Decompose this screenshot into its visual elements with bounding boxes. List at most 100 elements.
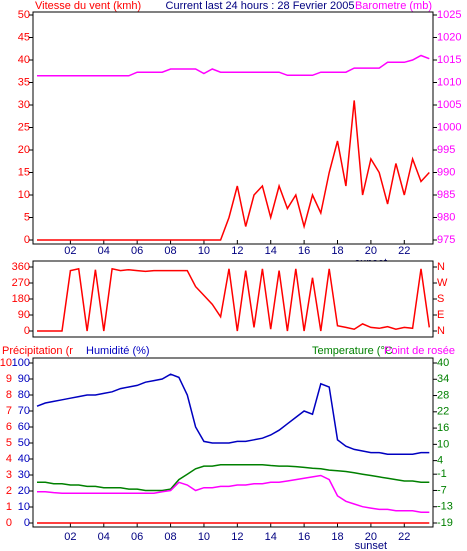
y-tick-label: 60 bbox=[18, 421, 30, 433]
x-tick-label: 18 bbox=[331, 531, 343, 543]
y2-tick-label: 990 bbox=[437, 166, 455, 178]
y2-tick-label: S bbox=[437, 293, 444, 305]
y-tick-label: 30 bbox=[18, 469, 30, 481]
y-tick-label: 15 bbox=[18, 166, 30, 178]
y-tick-label: 360 bbox=[12, 261, 30, 273]
series-label: Vitesse du vent (kmh) bbox=[35, 0, 141, 12]
y2-tick-label: N bbox=[437, 261, 445, 273]
y-tick-label: 0 bbox=[24, 517, 30, 529]
y2-tick-label: 1015 bbox=[437, 54, 461, 66]
y2-tick-label: 22 bbox=[437, 406, 449, 418]
y2-tick-label: 980 bbox=[437, 211, 455, 223]
chart-title: Current last 24 hours : 28 Fevrier 2005 bbox=[166, 0, 355, 12]
y3-tick-label: 7 bbox=[6, 405, 12, 417]
annotation: sunset bbox=[355, 540, 387, 551]
y2-tick-label: 995 bbox=[437, 144, 455, 156]
y2-tick-label: 16 bbox=[437, 422, 449, 434]
y3-tick-label: 2 bbox=[6, 485, 12, 497]
x-tick-label: 22 bbox=[398, 245, 410, 257]
series-label: Humidité (%) bbox=[86, 345, 150, 357]
y-tick-label: 0 bbox=[24, 234, 30, 246]
y2-tick-label: 4 bbox=[437, 455, 443, 467]
x-tick-label: 10 bbox=[198, 245, 210, 257]
y-tick-label: 35 bbox=[18, 76, 30, 88]
y2-tick-label: W bbox=[437, 277, 448, 289]
series-line bbox=[37, 267, 431, 332]
series-label: Point de rosée bbox=[384, 345, 455, 357]
y-tick-label: 50 bbox=[18, 437, 30, 449]
x-tick-label: 08 bbox=[164, 245, 176, 257]
y-tick-label: 30 bbox=[18, 99, 30, 111]
y2-tick-label: 975 bbox=[437, 234, 455, 246]
y2-tick-label: -19 bbox=[437, 517, 453, 529]
y-tick-label: 80 bbox=[18, 389, 30, 401]
y2-tick-label: 1025 bbox=[437, 9, 461, 21]
y-tick-label: 90 bbox=[18, 373, 30, 385]
y2-tick-label: 34 bbox=[437, 373, 449, 385]
y-tick-label: 20 bbox=[18, 144, 30, 156]
y-tick-label: 270 bbox=[12, 277, 30, 289]
y2-tick-label: N bbox=[437, 325, 445, 337]
y2-tick-label: 28 bbox=[437, 389, 449, 401]
y3-tick-label: 10 bbox=[0, 357, 12, 369]
y3-tick-label: 6 bbox=[6, 421, 12, 433]
x-tick-label: 14 bbox=[265, 245, 277, 257]
x-tick-label: 14 bbox=[265, 531, 277, 543]
series-line bbox=[37, 463, 430, 492]
y2-tick-label: 1020 bbox=[437, 31, 461, 43]
y-tick-label: 90 bbox=[18, 309, 30, 321]
x-tick-label: 02 bbox=[64, 245, 76, 257]
y-tick-label: 10 bbox=[18, 501, 30, 513]
x-tick-label: 12 bbox=[231, 245, 243, 257]
x-tick-label: 04 bbox=[98, 245, 110, 257]
y-tick-label: 100 bbox=[12, 357, 30, 369]
y2-tick-label: -13 bbox=[437, 501, 453, 513]
x-tick-label: 20 bbox=[365, 245, 377, 257]
y2-tick-label: -1 bbox=[437, 468, 447, 480]
x-tick-label: 20 bbox=[365, 531, 377, 543]
x-tick-label: 10 bbox=[198, 531, 210, 543]
x-tick-label: 18 bbox=[331, 245, 343, 257]
x-tick-label: 12 bbox=[231, 531, 243, 543]
y2-tick-label: E bbox=[437, 309, 444, 321]
y2-tick-label: -7 bbox=[437, 484, 447, 496]
series-label: Temperature (°C bbox=[312, 345, 393, 357]
y2-tick-label: 10 bbox=[437, 438, 449, 450]
y-tick-label: 10 bbox=[18, 189, 30, 201]
plot-frame bbox=[32, 11, 434, 245]
y2-tick-label: 985 bbox=[437, 189, 455, 201]
y-tick-label: 5 bbox=[24, 211, 30, 223]
y-tick-label: 40 bbox=[18, 453, 30, 465]
y-tick-label: 50 bbox=[18, 9, 30, 21]
y3-tick-label: 4 bbox=[6, 453, 12, 465]
y2-tick-label: 1005 bbox=[437, 99, 461, 111]
y-tick-label: 40 bbox=[18, 54, 30, 66]
series-line bbox=[37, 54, 430, 77]
x-tick-label: 22 bbox=[398, 531, 410, 543]
x-tick-label: 16 bbox=[298, 245, 310, 257]
y2-tick-label: 1010 bbox=[437, 76, 461, 88]
series-line bbox=[37, 474, 430, 513]
y-tick-label: 180 bbox=[12, 293, 30, 305]
y3-tick-label: 3 bbox=[6, 469, 12, 481]
y3-tick-label: 8 bbox=[6, 389, 12, 401]
y-tick-label: 0 bbox=[24, 325, 30, 337]
y3-tick-label: 9 bbox=[6, 373, 12, 385]
series-label: Barometre (mb) bbox=[355, 0, 432, 12]
y3-tick-label: 5 bbox=[6, 437, 12, 449]
x-tick-label: 16 bbox=[298, 531, 310, 543]
y2-tick-label: 1000 bbox=[437, 121, 461, 133]
y-tick-label: 70 bbox=[18, 405, 30, 417]
y-tick-label: 20 bbox=[18, 485, 30, 497]
y2-tick-label: 40 bbox=[437, 357, 449, 369]
x-tick-label: 02 bbox=[64, 531, 76, 543]
y-tick-label: 45 bbox=[18, 31, 30, 43]
series-line bbox=[37, 100, 430, 241]
series-line bbox=[36, 373, 430, 455]
x-tick-label: 06 bbox=[131, 245, 143, 257]
x-tick-label: 06 bbox=[131, 531, 143, 543]
x-tick-label: 08 bbox=[164, 531, 176, 543]
y-tick-label: 25 bbox=[18, 121, 30, 133]
series-label: Précipitation (r bbox=[2, 345, 73, 357]
